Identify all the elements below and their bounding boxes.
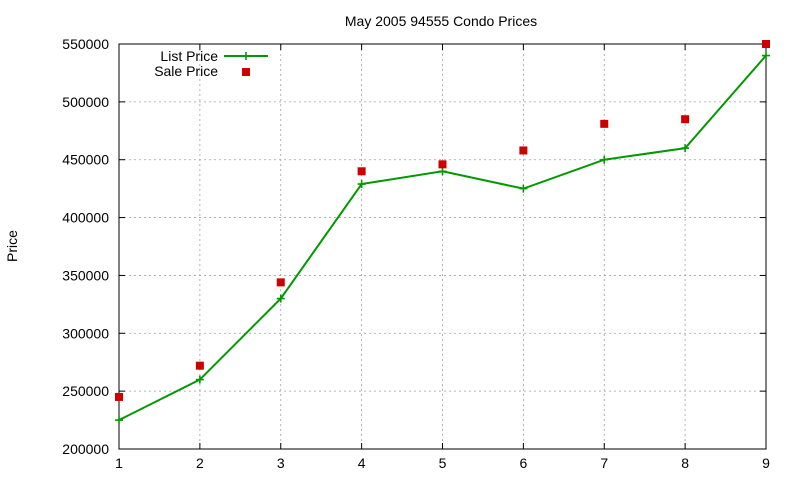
list-price-point	[681, 144, 690, 153]
x-tick-label: 3	[277, 455, 285, 471]
sale-price-point	[195, 361, 204, 370]
list-price-point	[195, 375, 204, 384]
x-tick-label: 4	[358, 455, 366, 471]
plot-area	[115, 40, 770, 425]
x-tick-label: 6	[519, 455, 527, 471]
grid	[119, 44, 766, 449]
sale-price-point	[276, 278, 285, 287]
y-axis-ticks: 200000 250000 300000 350000 400000 450000 5000…	[62, 36, 766, 457]
sale-price-point	[681, 115, 690, 124]
legend-marker-sale-price	[242, 68, 250, 76]
chart-title: May 2005 94555 Condo Prices	[345, 13, 537, 29]
y-tick-label: 200000	[62, 441, 109, 457]
y-tick-label: 450000	[62, 152, 109, 168]
y-tick-label: 400000	[62, 210, 109, 226]
sale-price-point	[115, 392, 123, 401]
sale-price-point	[438, 160, 447, 169]
list-price-point	[276, 294, 285, 303]
y-tick-label: 500000	[62, 94, 109, 110]
x-axis-ticks: 1 2 3 4 5 6 7 8 9	[115, 44, 770, 471]
list-price-point	[519, 184, 528, 193]
list-price-point	[357, 180, 366, 189]
x-tick-label: 2	[196, 455, 204, 471]
sale-price-point	[519, 146, 528, 155]
x-tick-label: 5	[439, 455, 447, 471]
legend-label-sale-price: Sale Price	[154, 63, 218, 79]
x-tick-label: 9	[762, 455, 770, 471]
list-price-point	[438, 167, 447, 176]
y-tick-label: 550000	[62, 36, 109, 52]
list-price-point	[762, 51, 770, 60]
list-price-point	[115, 416, 123, 425]
legend-label-list-price: List Price	[160, 48, 218, 64]
sale-price-point	[357, 167, 366, 176]
y-tick-label: 350000	[62, 267, 109, 283]
y-axis-label: Price	[4, 230, 20, 262]
sale-price-point	[762, 40, 770, 48]
y-tick-label: 250000	[62, 383, 109, 399]
x-tick-label: 7	[600, 455, 608, 471]
sale-price-point	[600, 119, 609, 128]
x-tick-label: 8	[681, 455, 689, 471]
list-price-point	[600, 155, 609, 164]
y-tick-label: 300000	[62, 325, 109, 341]
x-tick-label: 1	[115, 455, 123, 471]
